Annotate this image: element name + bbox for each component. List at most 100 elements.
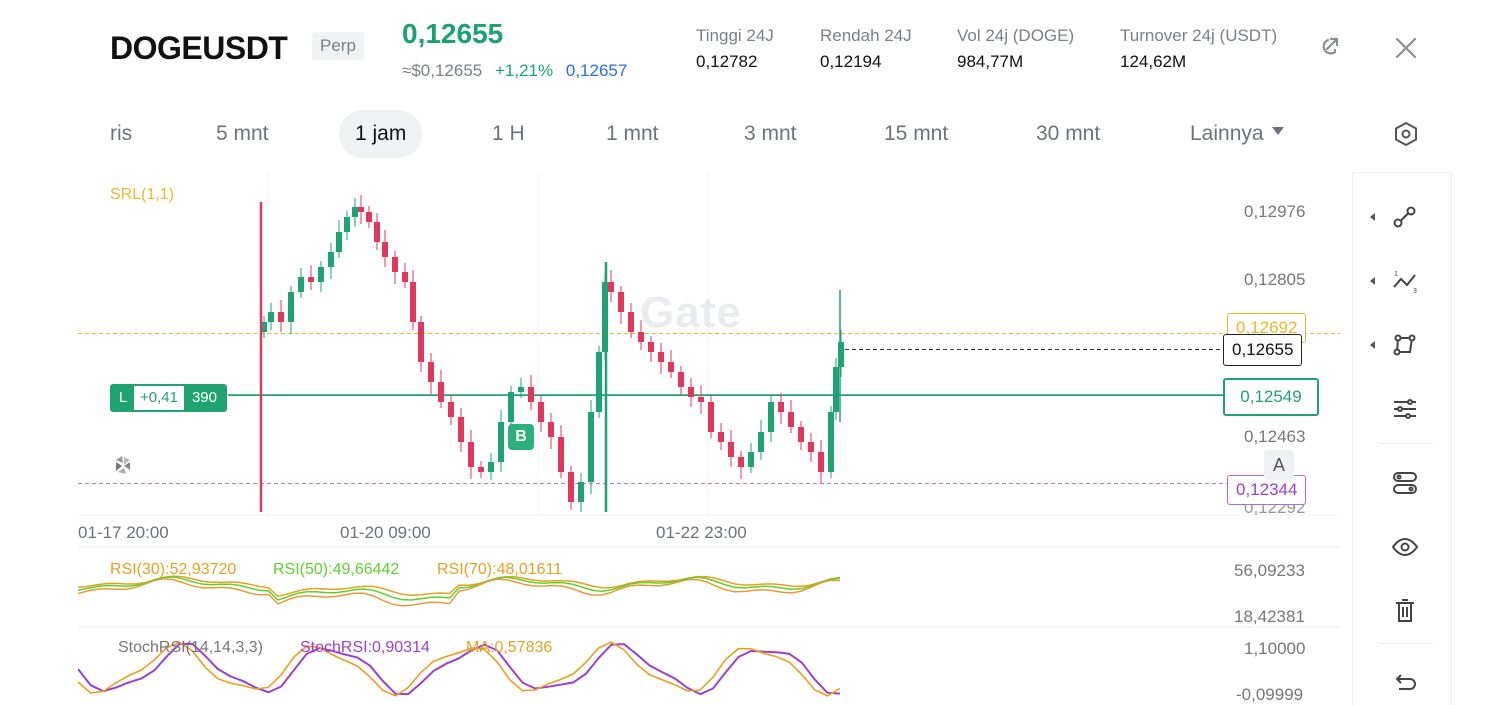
- candlestick-chart[interactable]: [78, 172, 1352, 705]
- stochrsi-ma-label[interactable]: MA:0,57836: [466, 639, 553, 656]
- shape-icon: [1393, 334, 1416, 356]
- candle-body: [698, 397, 704, 402]
- time-axis-label: 01-17 20:00: [78, 523, 169, 542]
- position-qty: 390: [183, 386, 225, 410]
- candle-body: [278, 312, 284, 322]
- price-axis-label: 0,12976: [1244, 202, 1306, 221]
- candle-body: [578, 482, 584, 502]
- candle-body: [833, 367, 839, 412]
- tab-label: 30 mnt: [1036, 122, 1101, 145]
- tab-3-mnt[interactable]: 3 mnt: [728, 110, 813, 158]
- srl-label[interactable]: SRL(1,1): [110, 186, 175, 203]
- time-axis-label: 01-20 09:00: [340, 523, 431, 542]
- share-icon[interactable]: [1314, 34, 1344, 64]
- tab-1-mnt[interactable]: 1 mnt: [590, 110, 675, 158]
- tab-1-jam[interactable]: 1 jam: [339, 110, 423, 158]
- rsi-30-label[interactable]: RSI(30):52,93720: [110, 561, 237, 578]
- candle-body: [438, 382, 444, 402]
- stat-label: Rendah 24J: [820, 26, 912, 45]
- low-price-tag: 0,12344: [1227, 475, 1307, 505]
- candle-body: [718, 432, 724, 442]
- tab-ris[interactable]: ris: [94, 110, 148, 158]
- tab-label: 15 mnt: [884, 122, 949, 145]
- stat-value: 124,62M: [1120, 52, 1187, 71]
- price-sub-line: ≈$0,12655 +1,21% 0,12657: [402, 61, 627, 81]
- candle-body: [618, 292, 624, 312]
- expand-arrow-icon[interactable]: [1370, 277, 1375, 285]
- buy-marker[interactable]: B: [508, 424, 534, 450]
- position-pnl: +0,41: [134, 386, 184, 410]
- tool-delete[interactable]: [1353, 591, 1453, 631]
- rsi-70-label[interactable]: RSI(70):48,01611: [437, 561, 563, 578]
- mark-price[interactable]: 0,12657: [565, 61, 628, 80]
- tab-1-h[interactable]: 1 H: [476, 110, 541, 158]
- tool-trend-line[interactable]: [1353, 197, 1453, 237]
- candle-body: [428, 362, 434, 382]
- watermark-logo: Gate: [640, 288, 742, 337]
- tab-5-mnt[interactable]: 5 mnt: [200, 110, 285, 158]
- candle-body: [418, 322, 424, 362]
- stat-label: Tinggi 24J: [696, 26, 774, 45]
- tab-more-dropdown[interactable]: Lainnya: [1174, 110, 1300, 158]
- expand-arrow-icon[interactable]: [1370, 341, 1375, 349]
- tab-15-mnt[interactable]: 15 mnt: [868, 110, 964, 158]
- tool-undo[interactable]: [1353, 663, 1453, 703]
- rsi-50-label[interactable]: RSI(50):49,66442: [273, 561, 400, 578]
- entry-price-tag[interactable]: 0,12549: [1223, 378, 1319, 416]
- stat-value: 0,12782: [696, 52, 758, 71]
- candle-body: [808, 442, 814, 452]
- tab-label: 1 mnt: [606, 122, 659, 145]
- tool-shape[interactable]: [1353, 325, 1453, 365]
- candle-body: [648, 342, 654, 352]
- candle-body: [344, 217, 350, 232]
- perp-badge: Perp: [312, 32, 364, 60]
- candle-body: [758, 432, 764, 452]
- tool-indicator[interactable]: [1353, 463, 1453, 503]
- hexagon-settings-icon[interactable]: [1392, 120, 1420, 148]
- toolbar-divider: [1379, 443, 1433, 444]
- chart-area[interactable]: [78, 172, 1352, 705]
- svg-text:1: 1: [1394, 271, 1398, 278]
- candle-body: [488, 462, 494, 472]
- tab-30-mnt[interactable]: 30 mnt: [1020, 110, 1116, 158]
- candle-body: [410, 282, 416, 322]
- stochrsi-value-label[interactable]: StochRSI:0,90314: [300, 639, 430, 656]
- position-indicator[interactable]: L +0,41 390: [110, 384, 227, 412]
- candle-body: [392, 257, 398, 272]
- tab-label: 1 jam: [355, 122, 407, 145]
- last-price-tag: 0,12655: [1223, 334, 1303, 366]
- candle-body: [628, 312, 634, 332]
- close-icon[interactable]: [1392, 34, 1422, 64]
- candle-body: [538, 402, 544, 422]
- tool-visibility[interactable]: [1353, 527, 1453, 567]
- price-axis-label: 0,12463: [1244, 427, 1306, 446]
- candle-body: [828, 412, 834, 472]
- candle-body: [458, 417, 464, 442]
- stat-low-24h: Rendah 24J 0,12194: [820, 26, 912, 72]
- toolbar-divider: [1379, 643, 1433, 644]
- expand-arrow-icon[interactable]: [1370, 213, 1375, 221]
- candle-body: [748, 452, 754, 467]
- price-axis-label: 0,12805: [1244, 270, 1306, 289]
- candle-body: [518, 387, 524, 392]
- stochrsi-params-label[interactable]: StochRSI(14,14,3,3): [118, 639, 263, 656]
- symbol-title[interactable]: DOGEUSDT: [110, 30, 288, 66]
- rsi-max-label: 56,09233: [1234, 561, 1305, 580]
- rsi-30-line: [78, 575, 841, 598]
- tab-label: 5 mnt: [216, 122, 269, 145]
- chevron-down-icon: [1271, 127, 1284, 136]
- candle-body: [558, 437, 564, 472]
- undo-icon: [1395, 674, 1416, 690]
- candle-body: [658, 352, 664, 362]
- candle-body: [402, 272, 408, 282]
- svg-text:3: 3: [1413, 288, 1417, 295]
- auto-scale-button[interactable]: A: [1264, 450, 1294, 480]
- wave-line-icon: 13: [1393, 271, 1417, 295]
- candle-body: [478, 467, 484, 472]
- candle-body: [738, 457, 744, 467]
- tab-label: Lainnya: [1190, 122, 1264, 145]
- tool-settings[interactable]: [1353, 389, 1453, 429]
- candle-body: [818, 452, 824, 472]
